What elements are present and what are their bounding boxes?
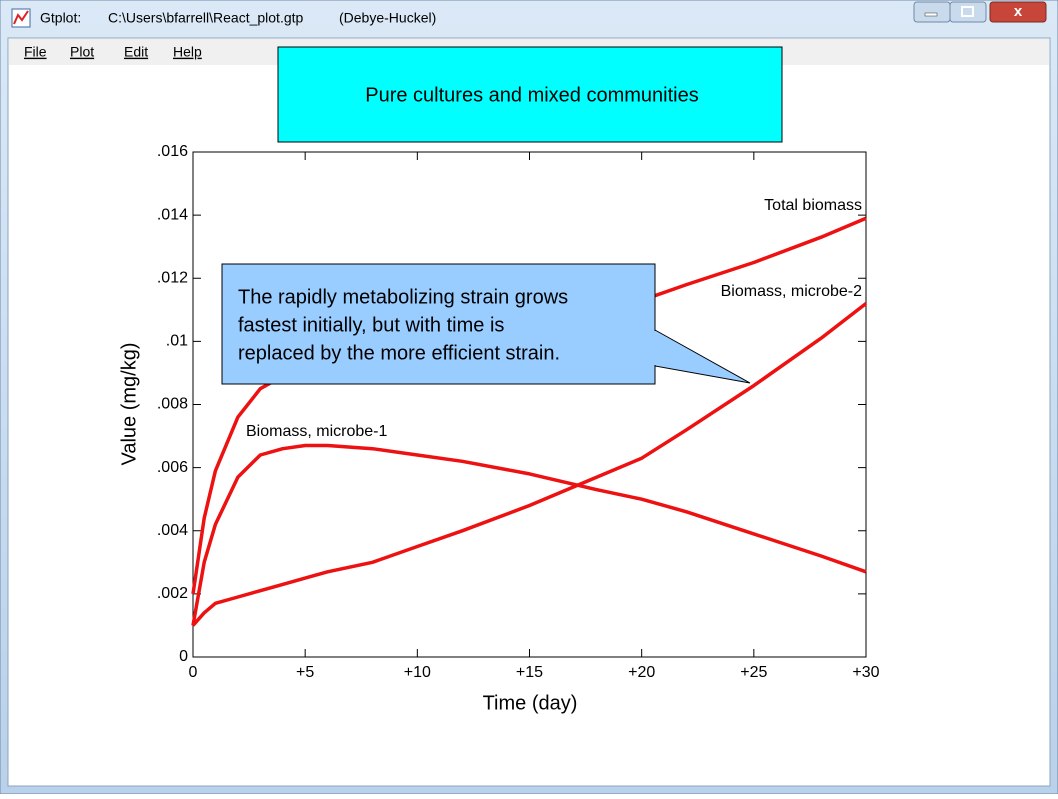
x-axis-label: Time (day): [483, 692, 578, 714]
series-line: [191, 443, 867, 626]
menu-item[interactable]: Plot: [70, 44, 94, 60]
close-icon: x: [1014, 3, 1023, 20]
y-tick-label: .006: [157, 459, 188, 476]
x-tick-label: +20: [628, 664, 655, 681]
callout-text: fastest initially, but with time is: [238, 314, 504, 336]
x-tick-label: 0: [189, 664, 198, 681]
y-tick-label: .002: [157, 585, 188, 602]
y-axis-label: Value (mg/kg): [118, 342, 140, 465]
y-tick-label: .004: [157, 522, 188, 539]
menu-item[interactable]: Edit: [124, 44, 148, 60]
app-icon-line: [13, 10, 29, 25]
x-tick-label: +25: [740, 664, 767, 681]
callout-text: The rapidly metabolizing strain grows: [238, 286, 568, 308]
window-file: C:\Users\bfarrell\React_plot.gtp: [108, 10, 304, 26]
client-area: [7, 37, 1051, 787]
menu-item[interactable]: File: [24, 44, 47, 60]
series-label: Biomass, microbe-1: [246, 423, 387, 440]
maximize-icon: [961, 6, 974, 17]
callout-box: [221, 263, 656, 385]
y-tick-label: .012: [157, 269, 188, 286]
window-app: Gtplot:: [40, 10, 81, 26]
minimize-button[interactable]: [913, 1, 951, 23]
callout: The rapidly metabolizing strain grows fa…: [221, 263, 751, 385]
series-label: Total biomass: [764, 197, 862, 214]
y-tick-label: .014: [157, 206, 188, 223]
chart-title: Pure cultures and mixed communities: [365, 84, 698, 106]
menu-item[interactable]: Help: [173, 44, 202, 60]
y-tick-label: .008: [157, 396, 188, 413]
series-line: [191, 302, 868, 627]
y-tick-label: .016: [157, 143, 188, 160]
x-tick-label: +15: [516, 664, 543, 681]
close-button[interactable]: [989, 1, 1047, 23]
title-box: [277, 46, 783, 143]
series-label: Biomass, microbe-2: [721, 283, 862, 300]
callout-text: replaced by the more efficient strain.: [238, 342, 560, 364]
x-tick-label: +10: [404, 664, 431, 681]
x-tick-label: +5: [296, 664, 314, 681]
x-tick-label: +30: [852, 664, 879, 681]
y-tick-label: .01: [166, 333, 188, 350]
maximize-button[interactable]: [949, 1, 987, 23]
y-tick-label: 0: [179, 648, 188, 665]
window-mode: (Debye-Huckel): [339, 10, 436, 26]
plot: 0 .002 .004 .006 .008 .01 .012 .014 .016 0 +5 +10 +1…: [157, 143, 880, 681]
minimize-icon: [924, 12, 938, 17]
